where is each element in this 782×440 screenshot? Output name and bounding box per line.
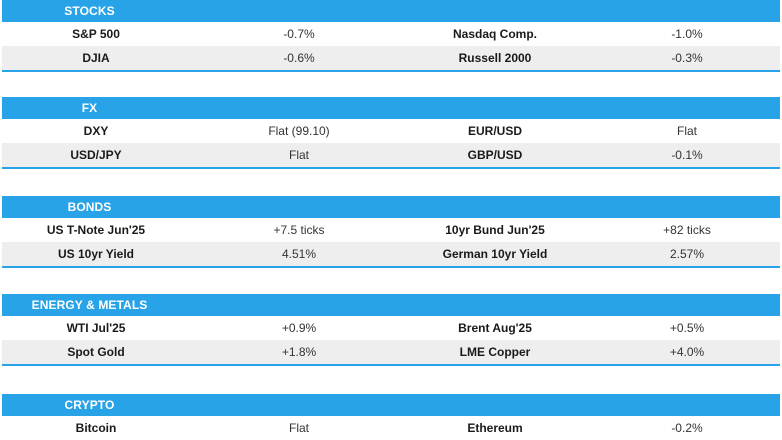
instrument-change: Flat bbox=[288, 148, 309, 162]
table-row: WTI Jul'25 +0.9% Brent Aug'25 +0.5% bbox=[2, 316, 780, 340]
instrument-name: 10yr Bund Jun'25 bbox=[445, 223, 545, 237]
instrument-change: -0.6% bbox=[283, 51, 315, 65]
instrument-change: +1.8% bbox=[281, 345, 317, 359]
instrument-change: Flat (99.10) bbox=[268, 124, 330, 138]
table-row: USD/JPY Flat GBP/USD -0.1% bbox=[2, 143, 780, 169]
instrument-name: Bitcoin bbox=[75, 421, 117, 435]
instrument-change: +4.0% bbox=[669, 345, 705, 359]
section-header: STOCKS bbox=[2, 0, 780, 22]
table-row: S&P 500 -0.7% Nasdaq Comp. -1.0% bbox=[2, 22, 780, 46]
section-header: BONDS bbox=[2, 196, 780, 218]
instrument-change: +0.9% bbox=[281, 321, 317, 335]
instrument-change: -0.7% bbox=[283, 27, 315, 41]
section-title: CRYPTO bbox=[64, 398, 115, 412]
instrument-name: DXY bbox=[83, 124, 109, 138]
instrument-name: LME Copper bbox=[459, 345, 531, 359]
section-crypto: CRYPTO Bitcoin Flat Ethereum -0.2% bbox=[2, 394, 780, 440]
instrument-change: Flat bbox=[676, 124, 697, 138]
instrument-name: German 10yr Yield bbox=[442, 247, 548, 261]
section-title: ENERGY & METALS bbox=[31, 298, 148, 312]
instrument-change: -1.0% bbox=[671, 27, 703, 41]
instrument-name: Brent Aug'25 bbox=[458, 321, 532, 335]
table-row: US T-Note Jun'25 +7.5 ticks 10yr Bund Ju… bbox=[2, 218, 780, 242]
instrument-name: Russell 2000 bbox=[458, 51, 532, 65]
section-stocks: STOCKS S&P 500 -0.7% Nasdaq Comp. -1.0% … bbox=[2, 0, 780, 72]
instrument-name: US 10yr Yield bbox=[57, 247, 135, 261]
instrument-change: -0.1% bbox=[671, 148, 703, 162]
instrument-change: Flat bbox=[288, 421, 309, 435]
section-title: FX bbox=[81, 101, 98, 115]
instrument-name: EUR/USD bbox=[467, 124, 522, 138]
section-header: FX bbox=[2, 97, 780, 119]
instrument-name: GBP/USD bbox=[467, 148, 523, 162]
instrument-name: US T-Note Jun'25 bbox=[46, 223, 146, 237]
instrument-change: -0.3% bbox=[671, 51, 703, 65]
instrument-name: Spot Gold bbox=[67, 345, 125, 359]
table-row: Spot Gold +1.8% LME Copper +4.0% bbox=[2, 340, 780, 366]
table-row: DJIA -0.6% Russell 2000 -0.3% bbox=[2, 46, 780, 72]
section-fx: FX DXY Flat (99.10) EUR/USD Flat USD/JPY… bbox=[2, 97, 780, 169]
instrument-name: USD/JPY bbox=[70, 148, 122, 162]
section-energy-metals: ENERGY & METALS WTI Jul'25 +0.9% Brent A… bbox=[2, 294, 780, 366]
instrument-change: 2.57% bbox=[669, 247, 705, 261]
instrument-change: 4.51% bbox=[281, 247, 317, 261]
section-bonds: BONDS US T-Note Jun'25 +7.5 ticks 10yr B… bbox=[2, 196, 780, 268]
instrument-change: -0.2% bbox=[671, 421, 703, 435]
section-header: ENERGY & METALS bbox=[2, 294, 780, 316]
instrument-change: +82 ticks bbox=[663, 223, 711, 237]
instrument-name: Nasdaq Comp. bbox=[452, 27, 537, 41]
instrument-name: S&P 500 bbox=[72, 27, 120, 41]
instrument-name: Ethereum bbox=[467, 421, 523, 435]
instrument-change: +7.5 ticks bbox=[273, 223, 325, 237]
section-header: CRYPTO bbox=[2, 394, 780, 416]
instrument-name: DJIA bbox=[82, 51, 110, 65]
section-title: STOCKS bbox=[64, 4, 115, 18]
table-row: Bitcoin Flat Ethereum -0.2% bbox=[2, 416, 780, 440]
table-row: DXY Flat (99.10) EUR/USD Flat bbox=[2, 119, 780, 143]
instrument-name: WTI Jul'25 bbox=[66, 321, 126, 335]
table-row: US 10yr Yield 4.51% German 10yr Yield 2.… bbox=[2, 242, 780, 268]
section-title: BONDS bbox=[67, 200, 112, 214]
instrument-change: +0.5% bbox=[669, 321, 705, 335]
